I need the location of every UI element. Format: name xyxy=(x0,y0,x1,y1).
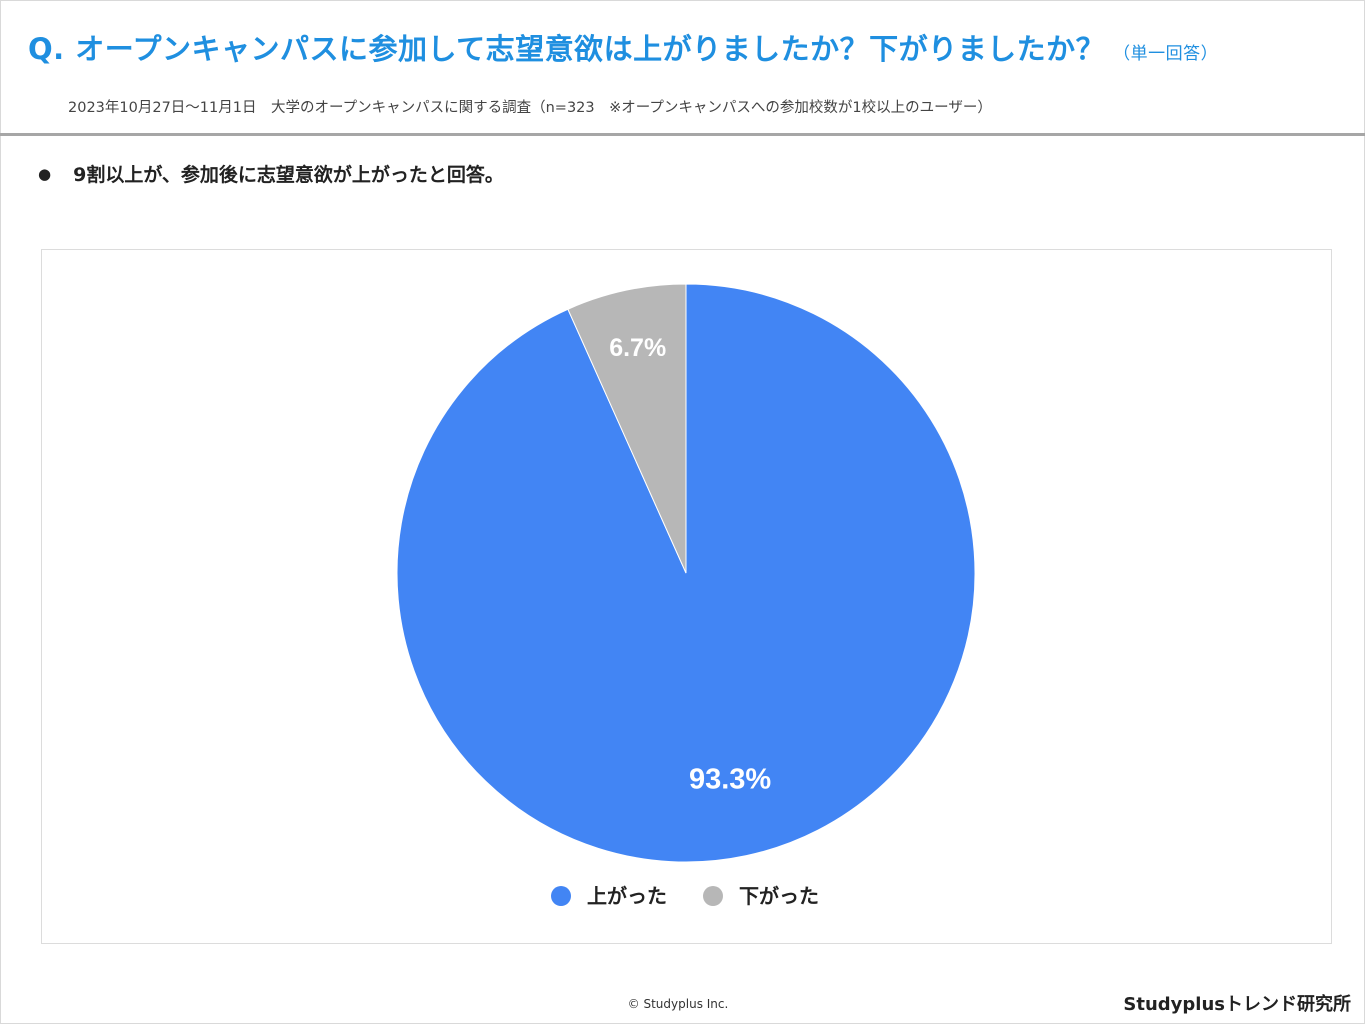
legend-marker-down xyxy=(703,886,723,906)
pie-chart: 93.3% 6.7% 上がった 下がった xyxy=(396,283,976,908)
data-label-down: 6.7% xyxy=(609,334,666,362)
header-divider xyxy=(0,133,1365,136)
brand-logo: Studyplusトレンド研究所 xyxy=(1123,994,1351,1015)
header: Q. オープンキャンパスに参加して志望意欲は上がりましたか？下がりましたか？ （単… xyxy=(0,0,1365,135)
survey-subtitle: 2023年10月27日～11月1日 大学のオープンキャンパスに関する調査（n=3… xyxy=(68,100,992,116)
summary-line: ● 9割以上が、参加後に志望意欲が上がったと回答。 xyxy=(38,160,504,187)
copyright: © Studyplus Inc. xyxy=(627,997,729,1011)
title-text: Q. オープンキャンパスに参加して志望意欲は上がりましたか？下がりましたか？ xyxy=(28,32,1106,66)
legend-label-up: 上がった xyxy=(587,884,667,908)
page-title: Q. オープンキャンパスに参加して志望意欲は上がりましたか？下がりましたか？ （単… xyxy=(28,26,1218,68)
data-label-up: 93.3% xyxy=(689,763,771,795)
title-note: （単一回答） xyxy=(1113,44,1219,64)
bullet-icon: ● xyxy=(38,165,52,183)
legend-label-down: 下がった xyxy=(739,884,819,908)
chart-panel: 93.3% 6.7% 上がった 下がった xyxy=(41,249,1332,944)
pie-slice-down xyxy=(567,283,687,574)
legend-marker-up xyxy=(551,886,571,906)
summary-text: 9割以上が、参加後に志望意欲が上がったと回答。 xyxy=(73,164,504,186)
